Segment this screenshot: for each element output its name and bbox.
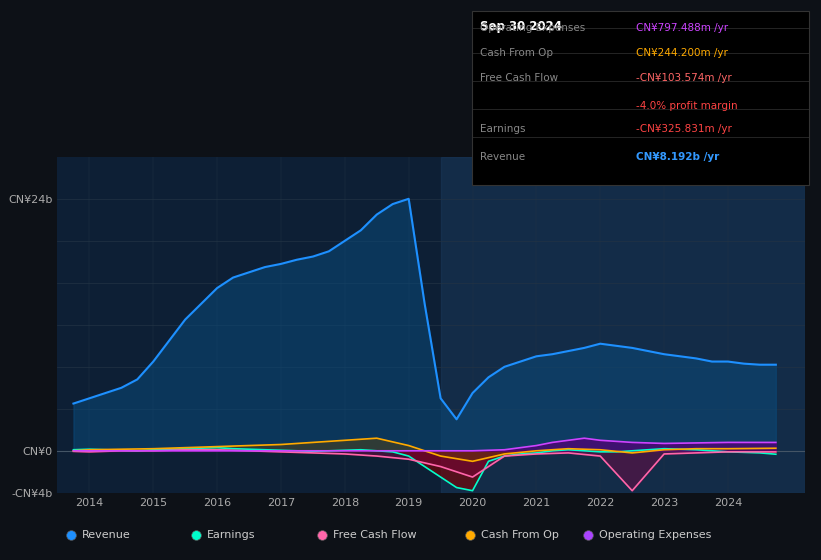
Text: Revenue: Revenue bbox=[82, 530, 131, 540]
Text: Operating Expenses: Operating Expenses bbox=[480, 23, 585, 33]
Text: Operating Expenses: Operating Expenses bbox=[599, 530, 711, 540]
Text: Revenue: Revenue bbox=[480, 152, 525, 162]
Text: Earnings: Earnings bbox=[207, 530, 256, 540]
Text: -CN¥103.574m /yr: -CN¥103.574m /yr bbox=[636, 73, 732, 83]
Text: Sep 30 2024: Sep 30 2024 bbox=[480, 20, 562, 32]
Text: CN¥244.200m /yr: CN¥244.200m /yr bbox=[636, 48, 728, 58]
Bar bbox=[441, 157, 805, 493]
Text: -4.0% profit margin: -4.0% profit margin bbox=[636, 101, 738, 111]
Text: CN¥797.488m /yr: CN¥797.488m /yr bbox=[636, 23, 728, 33]
Text: Free Cash Flow: Free Cash Flow bbox=[480, 73, 558, 83]
Text: Free Cash Flow: Free Cash Flow bbox=[333, 530, 416, 540]
Text: CN¥8.192b /yr: CN¥8.192b /yr bbox=[636, 152, 719, 162]
Text: Cash From Op: Cash From Op bbox=[481, 530, 558, 540]
Text: Earnings: Earnings bbox=[480, 124, 525, 134]
Text: -CN¥325.831m /yr: -CN¥325.831m /yr bbox=[636, 124, 732, 134]
Text: Cash From Op: Cash From Op bbox=[480, 48, 553, 58]
